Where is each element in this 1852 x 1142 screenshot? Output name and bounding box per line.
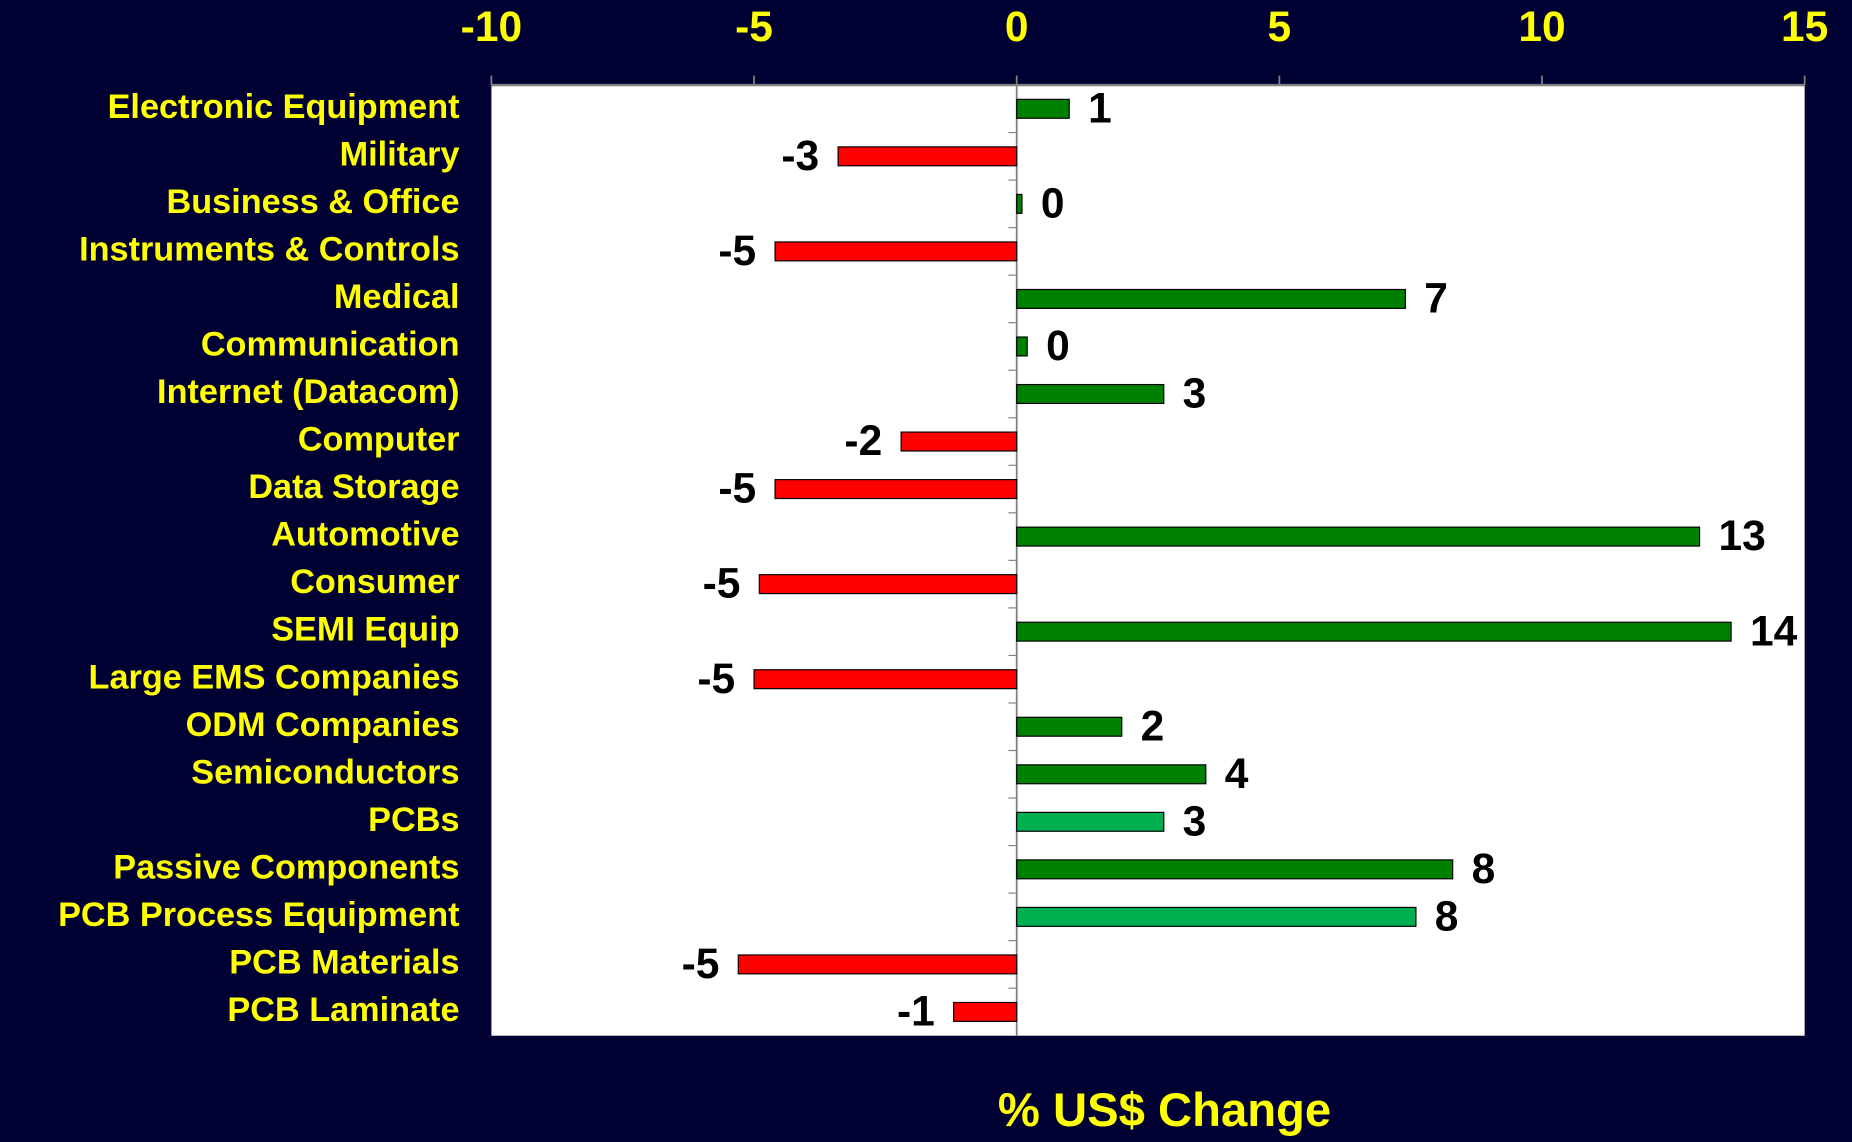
bar: [900, 431, 1018, 452]
y-tick-label: Large EMS Companies: [89, 658, 460, 696]
data-label: 8: [1435, 893, 1459, 940]
bar: [1016, 98, 1070, 119]
y-tick-label: SEMI Equip: [271, 611, 459, 649]
data-label: -1: [897, 989, 935, 1036]
bar: [1016, 336, 1028, 357]
y-tick-label: Semiconductors: [191, 753, 459, 791]
bar: [758, 574, 1018, 595]
bar: [1016, 288, 1407, 309]
y-tick-label: Military: [340, 135, 460, 173]
x-tick-label: 10: [1518, 4, 1565, 51]
y-tick-label: Automotive: [271, 516, 459, 554]
bar: [1016, 383, 1165, 405]
bar: [1016, 716, 1123, 737]
y-tick-label: Business & Office: [167, 183, 460, 221]
x-tick-label: 0: [1005, 4, 1029, 51]
data-label: -5: [682, 941, 720, 988]
x-tick-label: 5: [1268, 4, 1292, 51]
y-tick-label: Communication: [201, 326, 460, 364]
data-label: 8: [1472, 846, 1496, 893]
data-label: -2: [844, 418, 882, 465]
y-tick-label: Data Storage: [248, 468, 459, 506]
plot-area: [491, 85, 1805, 1036]
bar: [1016, 906, 1417, 927]
data-label: -5: [718, 228, 756, 275]
data-label: -3: [781, 133, 819, 180]
y-tick-label: Passive Components: [113, 848, 459, 886]
bar: [1016, 764, 1207, 785]
y-tick-label: Instruments & Controls: [79, 230, 459, 268]
bar: [737, 954, 1018, 975]
data-label: -5: [718, 466, 756, 513]
x-tick-label: 15: [1781, 4, 1828, 51]
data-label: 3: [1183, 798, 1207, 845]
bar: [1016, 193, 1023, 214]
data-label: -5: [697, 656, 735, 703]
bar: [1016, 526, 1701, 547]
y-tick-label: PCB Materials: [229, 943, 459, 981]
bar: [1016, 811, 1165, 832]
y-tick-label: PCB Process Equipment: [58, 896, 459, 934]
y-tick-label: Medical: [334, 278, 460, 316]
y-tick-label: Internet (Datacom): [157, 373, 459, 411]
y-tick-label: Consumer: [290, 563, 459, 601]
bar: [774, 241, 1018, 262]
data-label: 0: [1041, 180, 1065, 227]
data-label: 7: [1424, 276, 1448, 323]
data-label: 1: [1088, 85, 1112, 132]
x-tick-label: -5: [735, 4, 773, 51]
y-tick-label: Electronic Equipment: [108, 88, 460, 126]
y-tick-label: PCB Laminate: [227, 991, 459, 1029]
y-tick-label: ODM Companies: [186, 706, 460, 744]
bar: [753, 669, 1018, 690]
y-tick-label: Computer: [298, 421, 460, 459]
x-axis-label: % US$ Change: [998, 1084, 1331, 1137]
data-label: 13: [1718, 513, 1765, 560]
data-label: 14: [1750, 608, 1798, 655]
data-label: 0: [1046, 323, 1070, 370]
bar: [1016, 859, 1454, 880]
bar: [774, 479, 1018, 500]
data-label: -5: [703, 561, 741, 608]
data-label: 2: [1141, 703, 1165, 750]
x-tick-label: -10: [461, 4, 522, 51]
data-label: 3: [1183, 371, 1207, 418]
data-label: 4: [1225, 751, 1249, 798]
bar: [837, 146, 1018, 167]
bar: [953, 1001, 1018, 1022]
bar: [1016, 621, 1732, 642]
y-tick-label: PCBs: [368, 801, 459, 839]
